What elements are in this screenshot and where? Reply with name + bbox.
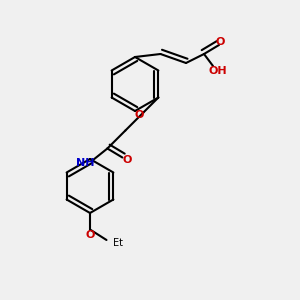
Text: Et: Et <box>113 238 124 248</box>
Text: NH: NH <box>76 158 94 169</box>
Text: O: O <box>85 230 95 241</box>
Text: O: O <box>216 37 225 47</box>
Text: O: O <box>134 110 144 121</box>
Text: OH: OH <box>208 65 227 76</box>
Text: O: O <box>122 155 132 166</box>
